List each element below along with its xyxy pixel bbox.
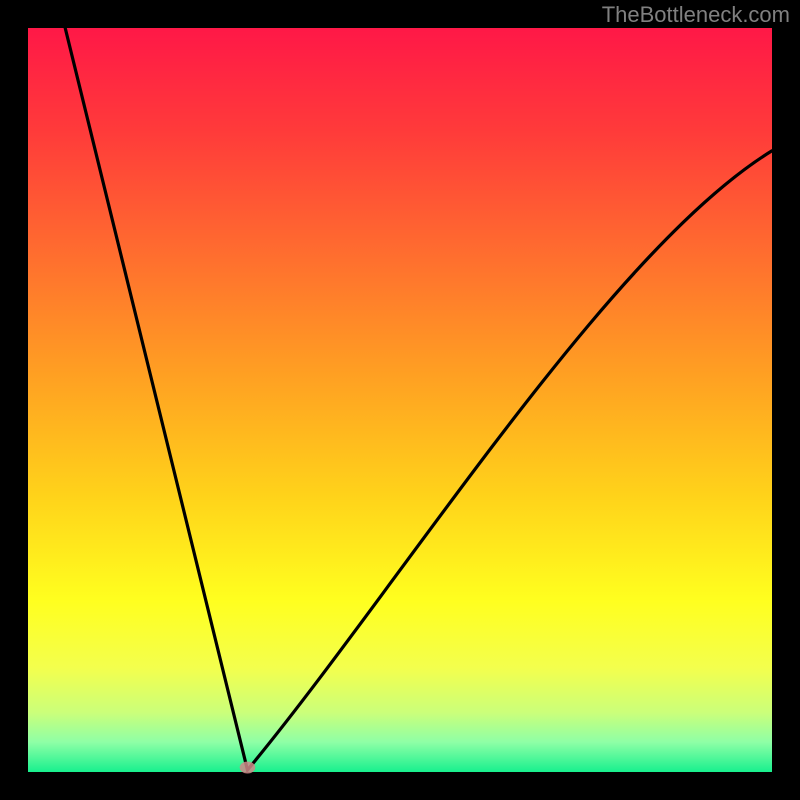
optimum-marker: [240, 762, 256, 774]
bottleneck-curve: [65, 28, 772, 770]
bottleneck-curve-svg: [0, 0, 800, 800]
watermark: TheBottleneck.com: [602, 2, 790, 28]
